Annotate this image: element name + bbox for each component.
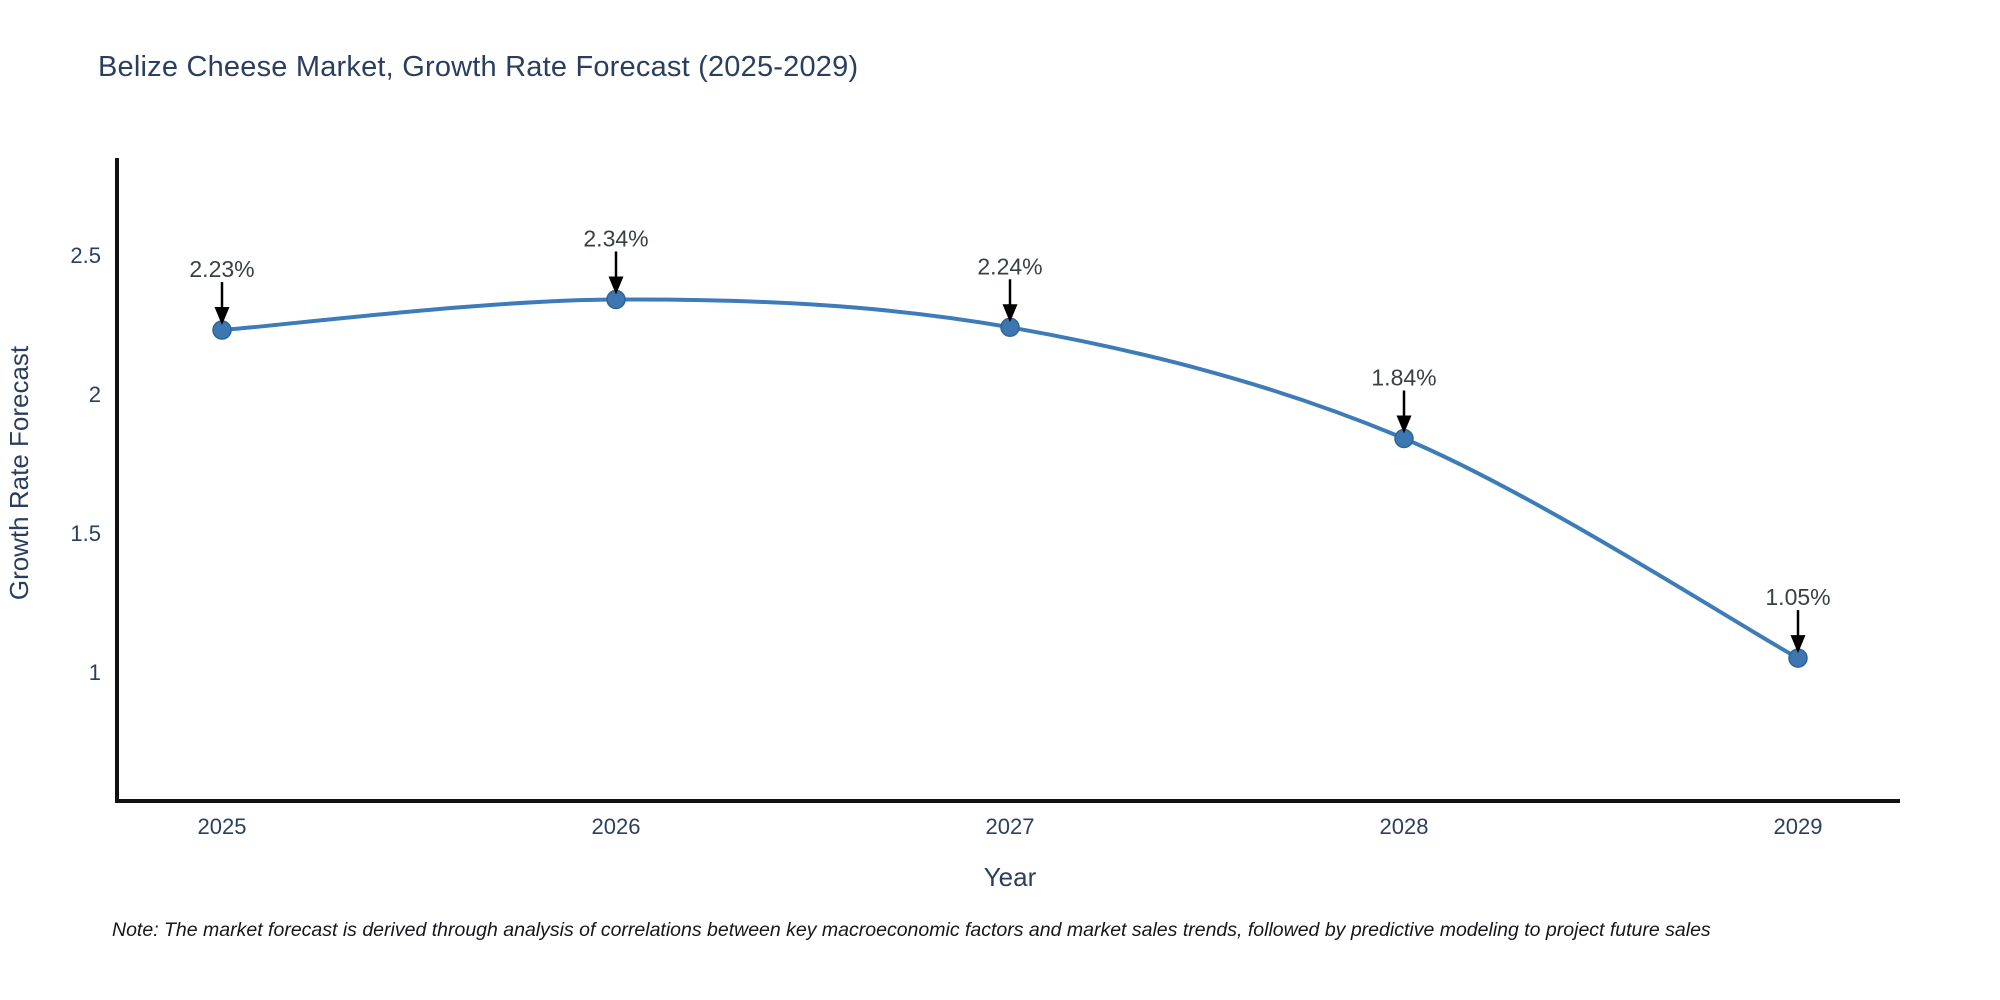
x-tick-label: 2026 <box>592 814 641 839</box>
annotation-arrow-head <box>1790 635 1806 654</box>
footnote: Note: The market forecast is derived thr… <box>112 919 1711 941</box>
annotation-arrow-head <box>1396 415 1412 434</box>
x-tick-label: 2028 <box>1380 814 1429 839</box>
y-tick-label: 2 <box>89 382 101 407</box>
x-axis-title: Year <box>984 862 1037 892</box>
data-point-label: 2.24% <box>977 253 1042 279</box>
x-tick-label: 2027 <box>986 814 1035 839</box>
data-point-label: 1.84% <box>1371 364 1436 390</box>
data-point-label: 2.34% <box>583 225 648 251</box>
y-tick-label: 2.5 <box>70 243 101 268</box>
y-tick-label: 1 <box>89 660 101 685</box>
trend-line <box>220 297 1800 661</box>
chart-title: Belize Cheese Market, Growth Rate Foreca… <box>98 51 859 83</box>
y-axis-title: Growth Rate Forecast <box>4 345 34 600</box>
y-tick-label: 1.5 <box>70 521 101 546</box>
x-tick-label: 2025 <box>198 814 247 839</box>
plot-area: 1 1.5 2 2.5 2025 2026 2027 2028 2029 2.23% 2.34% 2.… <box>70 225 1830 839</box>
annotation-arrow-head <box>608 276 624 295</box>
data-point-label: 2.23% <box>189 256 254 282</box>
x-tick-label: 2029 <box>1774 814 1823 839</box>
annotation-arrow-head <box>214 307 230 326</box>
data-point-label: 1.05% <box>1765 584 1830 610</box>
annotation-arrow-head <box>1002 304 1018 323</box>
